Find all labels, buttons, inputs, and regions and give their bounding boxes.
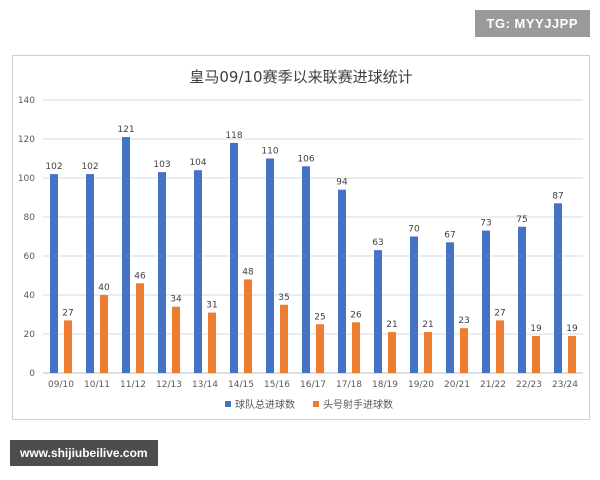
data-label: 121 xyxy=(117,125,134,135)
data-label: 26 xyxy=(350,310,362,320)
y-tick-label: 100 xyxy=(18,174,35,184)
data-label: 102 xyxy=(81,162,98,172)
bar-team-goals xyxy=(410,236,418,373)
bar-chart: 0 20 40 60 80 100 120 140 102 27 09/10 102 40 10/11 12… xyxy=(18,96,583,411)
data-label: 40 xyxy=(98,283,110,293)
bar-top-scorer-goals xyxy=(352,322,360,373)
data-label: 67 xyxy=(444,230,455,240)
bar-team-goals xyxy=(266,158,274,373)
bar-top-scorer-goals xyxy=(532,335,540,373)
bar-team-goals xyxy=(374,250,382,373)
data-label: 118 xyxy=(225,131,242,141)
bar-top-scorer-goals xyxy=(316,324,324,373)
legend-label: 头号射手进球数 xyxy=(323,398,393,411)
data-label: 27 xyxy=(494,308,505,318)
data-label: 110 xyxy=(261,147,278,157)
bar-team-goals xyxy=(158,172,166,373)
y-tick-label: 120 xyxy=(18,135,35,145)
data-label: 35 xyxy=(278,293,289,303)
x-tick-label: 11/12 xyxy=(120,380,146,390)
data-label: 87 xyxy=(552,191,563,201)
watermark-bottom: www.shijiubeilive.com xyxy=(10,440,158,466)
x-tick-label: 12/13 xyxy=(156,380,182,390)
bar-team-goals xyxy=(518,226,526,373)
x-tick-label: 10/11 xyxy=(84,380,110,390)
bar-team-goals xyxy=(554,203,562,373)
x-tick-label: 16/17 xyxy=(300,380,326,390)
bar-team-goals xyxy=(446,242,454,373)
x-tick-label: 14/15 xyxy=(228,380,254,390)
y-tick-label: 60 xyxy=(24,252,36,262)
data-label: 19 xyxy=(530,324,542,334)
bar-top-scorer-goals xyxy=(136,283,144,373)
x-tick-label: 22/23 xyxy=(516,380,542,390)
data-label: 31 xyxy=(206,301,217,311)
data-label: 102 xyxy=(45,162,62,172)
y-tick-label: 40 xyxy=(24,291,36,301)
data-label: 34 xyxy=(170,295,182,305)
legend-swatch xyxy=(225,401,231,407)
bar-top-scorer-goals xyxy=(244,279,252,373)
legend-swatch xyxy=(313,401,319,407)
bar-team-goals xyxy=(86,174,94,373)
x-tick-label: 21/22 xyxy=(480,380,506,390)
bar-team-goals xyxy=(230,142,238,373)
data-label: 25 xyxy=(314,312,325,322)
x-tick-label: 18/19 xyxy=(372,380,398,390)
data-label: 19 xyxy=(566,324,578,334)
bar-top-scorer-goals xyxy=(100,295,108,373)
y-tick-label: 140 xyxy=(18,96,35,106)
bar-top-scorer-goals xyxy=(208,312,216,373)
data-label: 70 xyxy=(408,225,420,235)
chart-frame: 皇马09/10赛季以来联赛进球统计 0 20 40 60 80 100 120 140 102 2… xyxy=(12,55,590,420)
bar-top-scorer-goals xyxy=(496,320,504,373)
data-label: 73 xyxy=(480,219,491,229)
x-tick-label: 15/16 xyxy=(264,380,290,390)
y-tick-label: 80 xyxy=(24,213,36,223)
bar-team-goals xyxy=(338,189,346,373)
bar-top-scorer-goals xyxy=(388,332,396,373)
bar-top-scorer-goals xyxy=(280,304,288,373)
bar-top-scorer-goals xyxy=(568,335,576,373)
data-label: 94 xyxy=(336,178,348,188)
bar-team-goals xyxy=(194,170,202,373)
chart-title: 皇马09/10赛季以来联赛进球统计 xyxy=(189,68,413,86)
data-label: 46 xyxy=(134,271,146,281)
data-label: 63 xyxy=(372,238,383,248)
x-tick-label: 09/10 xyxy=(48,380,74,390)
x-tick-label: 17/18 xyxy=(336,380,362,390)
data-label: 106 xyxy=(297,154,314,164)
data-label: 75 xyxy=(516,215,527,225)
x-tick-label: 19/20 xyxy=(408,380,434,390)
data-label: 103 xyxy=(153,160,170,170)
bar-top-scorer-goals xyxy=(172,306,180,373)
bar-top-scorer-goals xyxy=(460,328,468,373)
x-tick-label: 20/21 xyxy=(444,380,470,390)
legend-label: 球队总进球数 xyxy=(235,398,295,411)
bar-team-goals xyxy=(482,230,490,373)
bar-top-scorer-goals xyxy=(64,320,72,373)
data-label: 21 xyxy=(422,320,433,330)
watermark-top: TG: MYYJJPP xyxy=(474,10,590,37)
x-tick-label: 13/14 xyxy=(192,380,218,390)
x-tick-label: 23/24 xyxy=(552,380,578,390)
y-tick-label: 20 xyxy=(24,330,36,340)
data-label: 48 xyxy=(242,267,254,277)
bar-top-scorer-goals xyxy=(424,332,432,373)
y-tick-label: 0 xyxy=(29,369,35,379)
bar-team-goals xyxy=(302,166,310,373)
bar-team-goals xyxy=(50,174,58,373)
bar-team-goals xyxy=(122,137,130,373)
data-label: 23 xyxy=(458,316,469,326)
data-label: 104 xyxy=(189,158,206,168)
data-label: 21 xyxy=(386,320,397,330)
data-label: 27 xyxy=(62,308,73,318)
